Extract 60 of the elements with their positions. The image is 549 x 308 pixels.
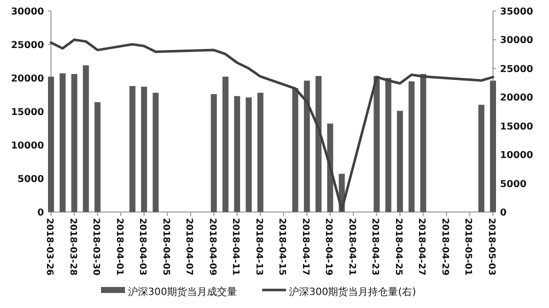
x-tick-label: 2018-05-01 <box>462 218 473 276</box>
bar <box>222 76 228 212</box>
y2-tick-label: 25000 <box>500 64 534 75</box>
x-tick-label: 2018-04-11 <box>230 218 240 276</box>
legend-label: 沪深300期货当月成交量 <box>128 286 238 298</box>
y-tick-label: 20000 <box>10 74 44 84</box>
bar <box>48 76 54 212</box>
bar <box>257 92 264 212</box>
bar <box>129 86 136 212</box>
bar <box>141 86 148 212</box>
y-tick-label: 5000 <box>18 174 44 185</box>
x-tick-label: 2018-03-26 <box>44 218 54 276</box>
bar <box>94 102 101 212</box>
x-tick-label: 2018-04-29 <box>439 218 450 276</box>
x-tick-label: 2018-03-28 <box>67 218 78 276</box>
bar <box>408 81 415 212</box>
x-tick-label: 2018-04-23 <box>370 218 380 276</box>
x-tick-label: 2018-04-07 <box>184 218 194 276</box>
x-tick-label: 2018-04-25 <box>392 218 403 276</box>
y-tick-label: 10000 <box>10 140 44 152</box>
y2-tick-label: 0 <box>500 208 507 218</box>
bar <box>71 74 78 212</box>
y2-tick-label: 5000 <box>500 178 527 190</box>
bar <box>396 110 403 212</box>
y2-tick-label: 35000 <box>500 6 534 18</box>
bar <box>210 94 217 212</box>
x-tick-label: 2018-04-05 <box>160 218 170 276</box>
bar <box>234 96 240 212</box>
legend-label: 沪深300期货当月持仓量(右) <box>289 286 416 298</box>
x-tick-label: 2018-04-09 <box>206 218 217 276</box>
x-tick-label: 2018-04-13 <box>253 218 264 276</box>
bar <box>246 97 252 212</box>
y2-tick-label: 15000 <box>500 121 534 132</box>
x-tick-label: 2018-04-21 <box>346 218 356 276</box>
bar <box>316 76 322 212</box>
bar <box>304 80 310 212</box>
y2-tick-label: 30000 <box>500 35 534 46</box>
x-tick-label: 2018-04-19 <box>323 218 334 276</box>
bar <box>385 78 392 212</box>
bar <box>152 92 159 212</box>
x-tick-label: 2018-04-27 <box>416 218 426 276</box>
y2-tick-label: 10000 <box>500 150 534 162</box>
x-tick-label: 2018-05-03 <box>486 218 496 276</box>
y-tick-label: 25000 <box>10 40 44 51</box>
bar <box>374 76 380 212</box>
bar <box>292 88 298 212</box>
x-tick-label: 2018-04-15 <box>276 218 287 276</box>
y-tick-label: 15000 <box>10 107 44 118</box>
bar <box>60 73 66 212</box>
x-tick-label: 2018-04-03 <box>137 218 148 276</box>
bar <box>82 65 89 212</box>
bar <box>478 104 484 212</box>
y-tick-label: 30000 <box>10 6 44 18</box>
y2-tick-label: 20000 <box>500 92 534 104</box>
y-tick-label: 0 <box>37 208 44 218</box>
x-tick-label: 2018-04-17 <box>300 218 310 276</box>
x-tick-label: 2018-04-01 <box>114 218 124 276</box>
bar <box>420 74 426 212</box>
bar <box>490 80 496 212</box>
x-tick-label: 2018-03-30 <box>90 218 101 276</box>
